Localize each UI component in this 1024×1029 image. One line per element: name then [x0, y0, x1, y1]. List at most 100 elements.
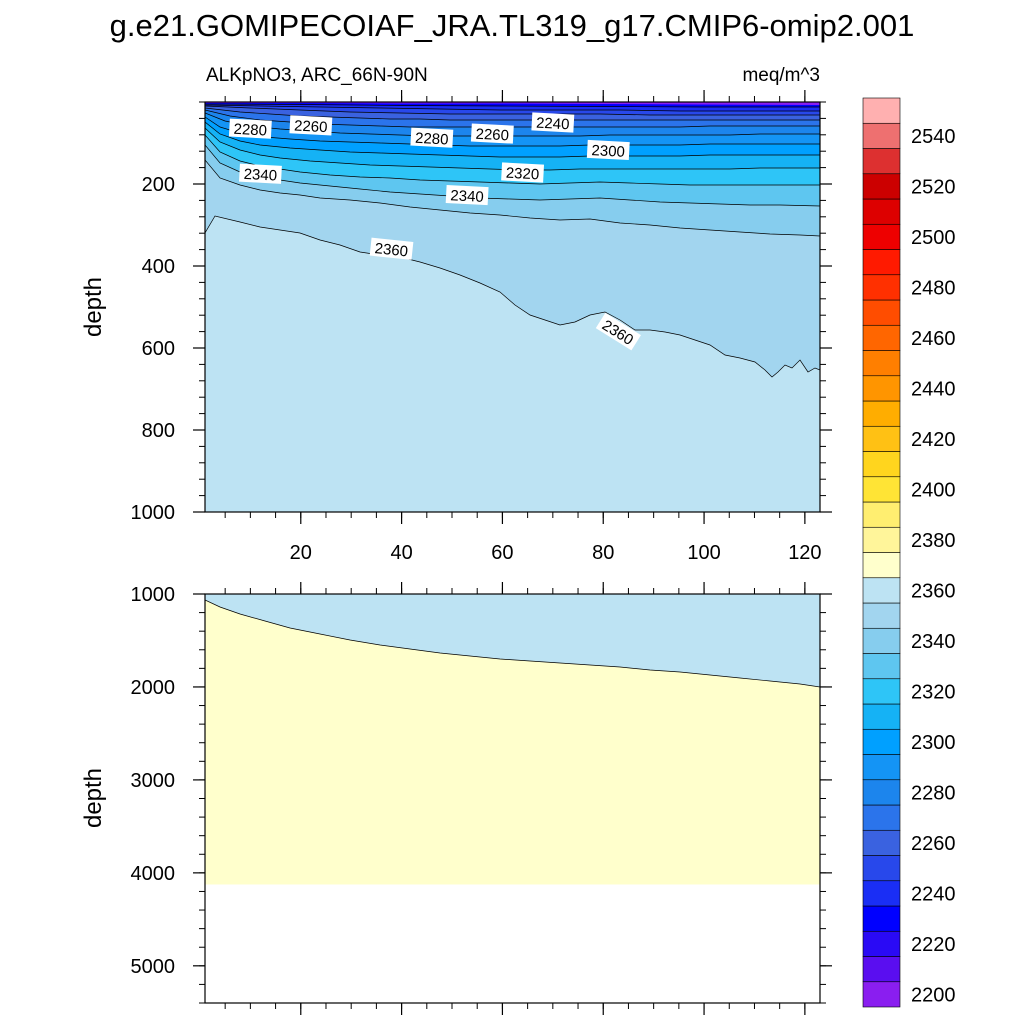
contour-band-2210: [205, 102, 820, 105]
top-ytick-label: 200: [142, 174, 175, 196]
bottom-ytick-label: 3000: [131, 770, 176, 792]
colorbar-swatch: [862, 350, 901, 377]
colorbar-swatch: [862, 274, 901, 301]
colorbar-swatch: [862, 627, 901, 654]
colorbar-swatch: [862, 425, 901, 452]
colorbar-swatch: [862, 148, 901, 175]
colorbar-swatch: [862, 905, 901, 932]
contour-label-bg: [228, 118, 272, 139]
contour-label: 2280: [410, 127, 454, 149]
top-panel: 2280 2260 2280 2260 2240 2300 2320 2340 2340 2360…: [80, 90, 832, 564]
colorbar-swatch: [862, 249, 901, 276]
colorbar-swatch: [862, 526, 901, 553]
colorbar-swatch: [862, 678, 901, 705]
contour-label-text: 2340: [450, 187, 484, 206]
top-ytick-label: 400: [142, 256, 175, 278]
contour-label: 2280: [228, 118, 272, 140]
colorbar-label: 2500: [911, 227, 956, 249]
colorbar-label: 2340: [911, 631, 956, 653]
colorbar-label: 2240: [911, 883, 956, 905]
colorbar-label: 2220: [911, 934, 956, 956]
contour-label-text: 2280: [233, 121, 267, 140]
colorbar-swatch: [862, 375, 901, 402]
bottom-ytick-label: 4000: [131, 863, 176, 885]
colorbar-swatch: [862, 223, 901, 250]
top-ytick-label: 800: [142, 420, 175, 442]
colorbar-swatch: [862, 451, 901, 478]
top-panel-frame: [204, 101, 821, 513]
contour-label: 2260: [470, 123, 514, 145]
bottom-ylabel: depth: [80, 768, 107, 828]
colorbar-swatch: [862, 930, 901, 957]
colorbar-swatch: [862, 476, 901, 503]
colorbar-label: 2320: [911, 681, 956, 703]
colorbar-label: 2400: [911, 479, 956, 501]
contour-label-text: 2260: [475, 126, 509, 145]
colorbar-swatch: [862, 501, 901, 528]
top-panel-ticks: 200 400 600 800 1000 20 40 60 80 100 120: [131, 90, 832, 564]
bottom-ytick-label: 2000: [131, 677, 176, 699]
bottom-ytick-label: 1000: [131, 584, 176, 606]
contour-label-text: 2280: [415, 130, 449, 149]
colorbar-label: 2440: [911, 378, 956, 400]
contour-label-text: 2360: [374, 240, 409, 260]
bottom-ytick-label: 5000: [131, 956, 176, 978]
colorbar-swatch: [862, 324, 901, 351]
contour-label-bg: [445, 184, 489, 206]
contour-label: 2340: [445, 184, 489, 206]
top-ytick-label: 1000: [131, 502, 176, 524]
subtitle-right: meq/m^3: [742, 65, 820, 86]
contour-label-bg: [289, 115, 333, 136]
colorbar-swatch: [862, 299, 901, 326]
colorbar-swatch: [862, 855, 901, 882]
contour-label-bg: [369, 237, 414, 260]
contour-label-bg: [470, 123, 514, 144]
colorbar-swatch: [862, 829, 901, 856]
figure-title: g.e21.GOMIPECOIAF_JRA.TL319_g17.CMIP6-om…: [110, 8, 915, 43]
contour-label: 2340: [239, 163, 282, 185]
colorbar-swatch: [862, 173, 901, 200]
top-xtick-label: 120: [788, 542, 821, 564]
contour-label: 2360: [369, 237, 414, 260]
contour-label-text: 2340: [243, 166, 277, 185]
colorbar: 2200 2220 2240 2260 2280 2300 2320 2340 2360 2380…: [862, 97, 956, 1008]
colorbar-label: 2420: [911, 429, 956, 451]
top-xtick-label: 40: [390, 542, 412, 564]
bottom-panel: 1000 2000 3000 4000 5000 depth: [80, 582, 832, 1015]
contour-label-bg: [586, 139, 630, 161]
colorbar-swatch: [862, 754, 901, 781]
colorbar-swatch: [862, 122, 901, 149]
contour-label-bg: [595, 312, 641, 351]
contour-label-bg: [410, 127, 454, 148]
colorbar-swatch: [862, 880, 901, 907]
colorbar-label: 2300: [911, 732, 956, 754]
contour-label-bg: [531, 112, 575, 133]
subtitle-left: ALKpNO3, ARC_66N-90N: [206, 65, 428, 86]
contour-label-bg: [239, 163, 282, 184]
colorbar-swatch: [862, 97, 901, 124]
colorbar-swatch: [862, 653, 901, 680]
colorbar-swatch: [862, 703, 901, 730]
contour-label-text: 2240: [536, 115, 570, 134]
contour-label: 2320: [501, 162, 545, 183]
colorbar-label: 2460: [911, 328, 956, 350]
colorbar-label: 2520: [911, 176, 956, 198]
contour-label-bg: [501, 162, 545, 183]
colorbar-swatch: [862, 779, 901, 806]
bottom-panel-ticks: 1000 2000 3000 4000 5000: [131, 582, 832, 1015]
colorbar-swatch: [862, 602, 901, 629]
colorbar-label: 2260: [911, 833, 956, 855]
top-xtick-label: 100: [687, 542, 720, 564]
colorbar-swatch: [862, 804, 901, 831]
colorbar-swatch: [862, 400, 901, 427]
contour-labels: 2280 2260 2280 2260 2240 2300 2320 2340 2340 2360…: [228, 112, 641, 351]
colorbar-label: 2540: [911, 126, 956, 148]
colorbar-label: 2280: [911, 782, 956, 804]
colorbar-label: 2380: [911, 530, 956, 552]
top-xtick-label: 80: [592, 542, 614, 564]
colorbar-swatch: [862, 198, 901, 225]
top-xtick-label: 20: [290, 542, 312, 564]
contour-label: 2300: [586, 139, 630, 161]
